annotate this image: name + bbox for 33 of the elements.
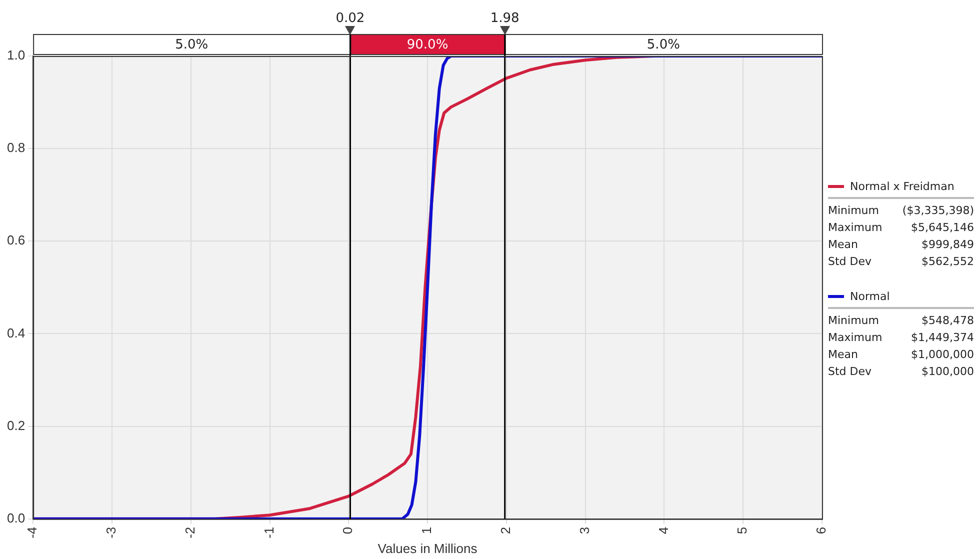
x-tick-label: -2 <box>182 526 198 538</box>
x-axis-title: Values in Millions <box>378 540 478 556</box>
text: 5.0% <box>175 37 208 52</box>
x-tick-label: 5 <box>734 526 750 534</box>
text: Maximum $1,449,374 <box>828 331 974 344</box>
x-tick-label: -3 <box>104 526 119 538</box>
ref-line-label: 0.02 <box>336 10 365 26</box>
y-tick-label: 1.0 <box>6 48 26 63</box>
text: 90.0% <box>406 37 448 52</box>
text: Minimum $548,478 <box>828 314 974 327</box>
x-tick-label: 0 <box>340 526 356 534</box>
x-tick-label: 2 <box>498 526 514 534</box>
ref-line-label: 1.98 <box>490 10 520 26</box>
text: Mean $1,000,000 <box>828 348 974 361</box>
y-tick-label: 0.8 <box>6 140 26 156</box>
x-tick-label: 4 <box>656 526 671 534</box>
x-tick-label: 1 <box>419 526 434 534</box>
y-tick-label: 0.4 <box>6 325 26 340</box>
text: Maximum $5,645,146 <box>828 221 974 234</box>
legend-label: Normal <box>850 290 890 303</box>
text: Minimum ($3,335,398) <box>828 204 974 217</box>
y-tick-label: 0.2 <box>6 418 26 433</box>
y-tick-label: 0.6 <box>6 232 26 248</box>
legend-label: Normal x Freidman <box>850 180 954 193</box>
y-tick-label: 0.0 <box>6 510 26 526</box>
text: Mean $999,849 <box>828 238 974 251</box>
text: 5.0% <box>646 37 680 52</box>
x-tick-label: -1 <box>261 526 276 538</box>
x-tick-label: 6 <box>814 526 829 534</box>
x-tick-label: -4 <box>24 526 40 538</box>
text: Std Dev $562,552 <box>828 255 974 268</box>
x-tick-label: 3 <box>576 526 592 534</box>
text: Std Dev $100,000 <box>828 365 974 378</box>
